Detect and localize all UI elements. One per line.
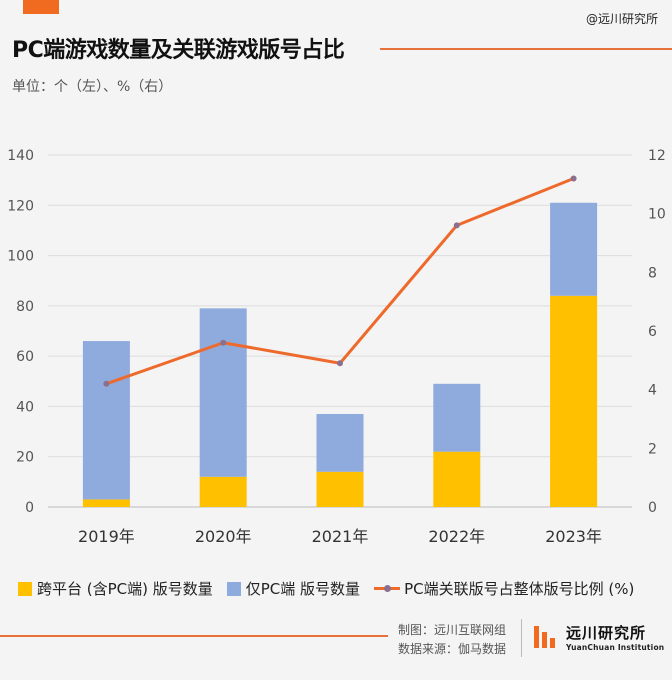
bar-pc-only: [550, 202, 598, 296]
title-underline: [380, 48, 672, 50]
legend-label-pc-only: 仅PC端 版号数量: [245, 580, 361, 598]
y-left-tick-label: 100: [7, 249, 34, 265]
legend-item-cross-platform: 跨平台 (含PC端) 版号数量: [18, 578, 213, 599]
y-left-tick-label: 80: [16, 299, 34, 315]
legend-swatch-cross-platform: [18, 581, 32, 596]
ratio-point: [103, 380, 110, 387]
bar-cross-platform: [199, 476, 247, 507]
x-tick-label: 2020年: [195, 527, 252, 546]
y-right-tick-label: 10: [648, 207, 666, 223]
footer-rule: [0, 635, 388, 637]
bar-pc-only: [199, 308, 247, 477]
logo-name-en: YuanChuan Institution: [566, 643, 665, 652]
legend: 跨平台 (含PC端) 版号数量 仅PC端 版号数量 PC端关联版号占整体版号比例…: [18, 578, 648, 599]
ratio-line-path: [105, 177, 575, 386]
legend-swatch-ratio: [374, 585, 401, 592]
ratio-point: [570, 175, 577, 182]
bar-cross-platform: [316, 471, 364, 507]
bar-pc-only: [433, 383, 481, 452]
y-right-tick-label: 4: [648, 383, 657, 399]
y-left-tick-label: 120: [7, 198, 34, 214]
bar-cross-platform: [550, 295, 598, 507]
footer-credits: 制图：远川互联网组 数据来源：伽马数据: [398, 621, 506, 659]
ratio-line: [103, 175, 577, 387]
chart-title: PC端游戏数量及关联游戏版号占比: [12, 38, 345, 63]
x-tick-label: 2021年: [312, 527, 369, 546]
bar-cross-platform: [82, 499, 130, 507]
brand-logo: 远川研究所 YuanChuan Institution: [534, 622, 664, 652]
x-tick-label: 2019年: [78, 527, 135, 546]
bar-pc-only: [316, 413, 364, 472]
axes: 0 20 40 60 80 100 120 140 0 2 4 6 8 10 12 2019年 2020年 202…: [7, 148, 666, 546]
footer-source: 数据来源：伽马数据: [398, 642, 507, 656]
legend-label-ratio: PC端关联版号占整体版号比例 (%): [404, 580, 635, 598]
unit-label: 单位：个（左）、%（右）: [12, 79, 173, 95]
bar-pc-only: [82, 341, 130, 500]
y-right-tick-label: 0: [648, 500, 657, 516]
logo-bars-icon: [534, 626, 558, 648]
y-left-tick-label: 40: [16, 399, 34, 415]
ratio-point: [337, 360, 343, 367]
y-left-tick-label: 60: [16, 349, 34, 365]
y-right-tick-label: 12: [648, 148, 666, 164]
legend-swatch-pc-only: [226, 581, 241, 596]
y-left-tick-label: 0: [25, 500, 34, 516]
y-right-tick-label: 2: [648, 441, 657, 457]
ratio-point: [453, 222, 460, 229]
x-tick-label: 2023年: [545, 527, 602, 546]
y-right-tick-label: 6: [648, 324, 657, 340]
y-left-tick-label: 20: [16, 450, 34, 466]
bars: [82, 202, 598, 507]
watermark: @远川研究所: [585, 12, 658, 26]
y-left-tick-label: 140: [7, 148, 34, 164]
legend-label-cross-platform: 跨平台 (含PC端) 版号数量: [37, 580, 213, 598]
logo-name: 远川研究所: [566, 624, 647, 642]
legend-item-ratio: PC端关联版号占整体版号比例 (%): [374, 578, 634, 599]
bar-cross-platform: [433, 451, 481, 507]
top-accent-bar: [23, 0, 59, 14]
ratio-point: [220, 339, 227, 346]
legend-item-pc-only: 仅PC端 版号数量: [226, 578, 361, 599]
footer-divider: [521, 619, 522, 657]
footer-maker: 制图：远川互联网组: [398, 623, 507, 637]
y-right-tick-label: 8: [648, 265, 657, 281]
x-tick-label: 2022年: [428, 527, 485, 546]
